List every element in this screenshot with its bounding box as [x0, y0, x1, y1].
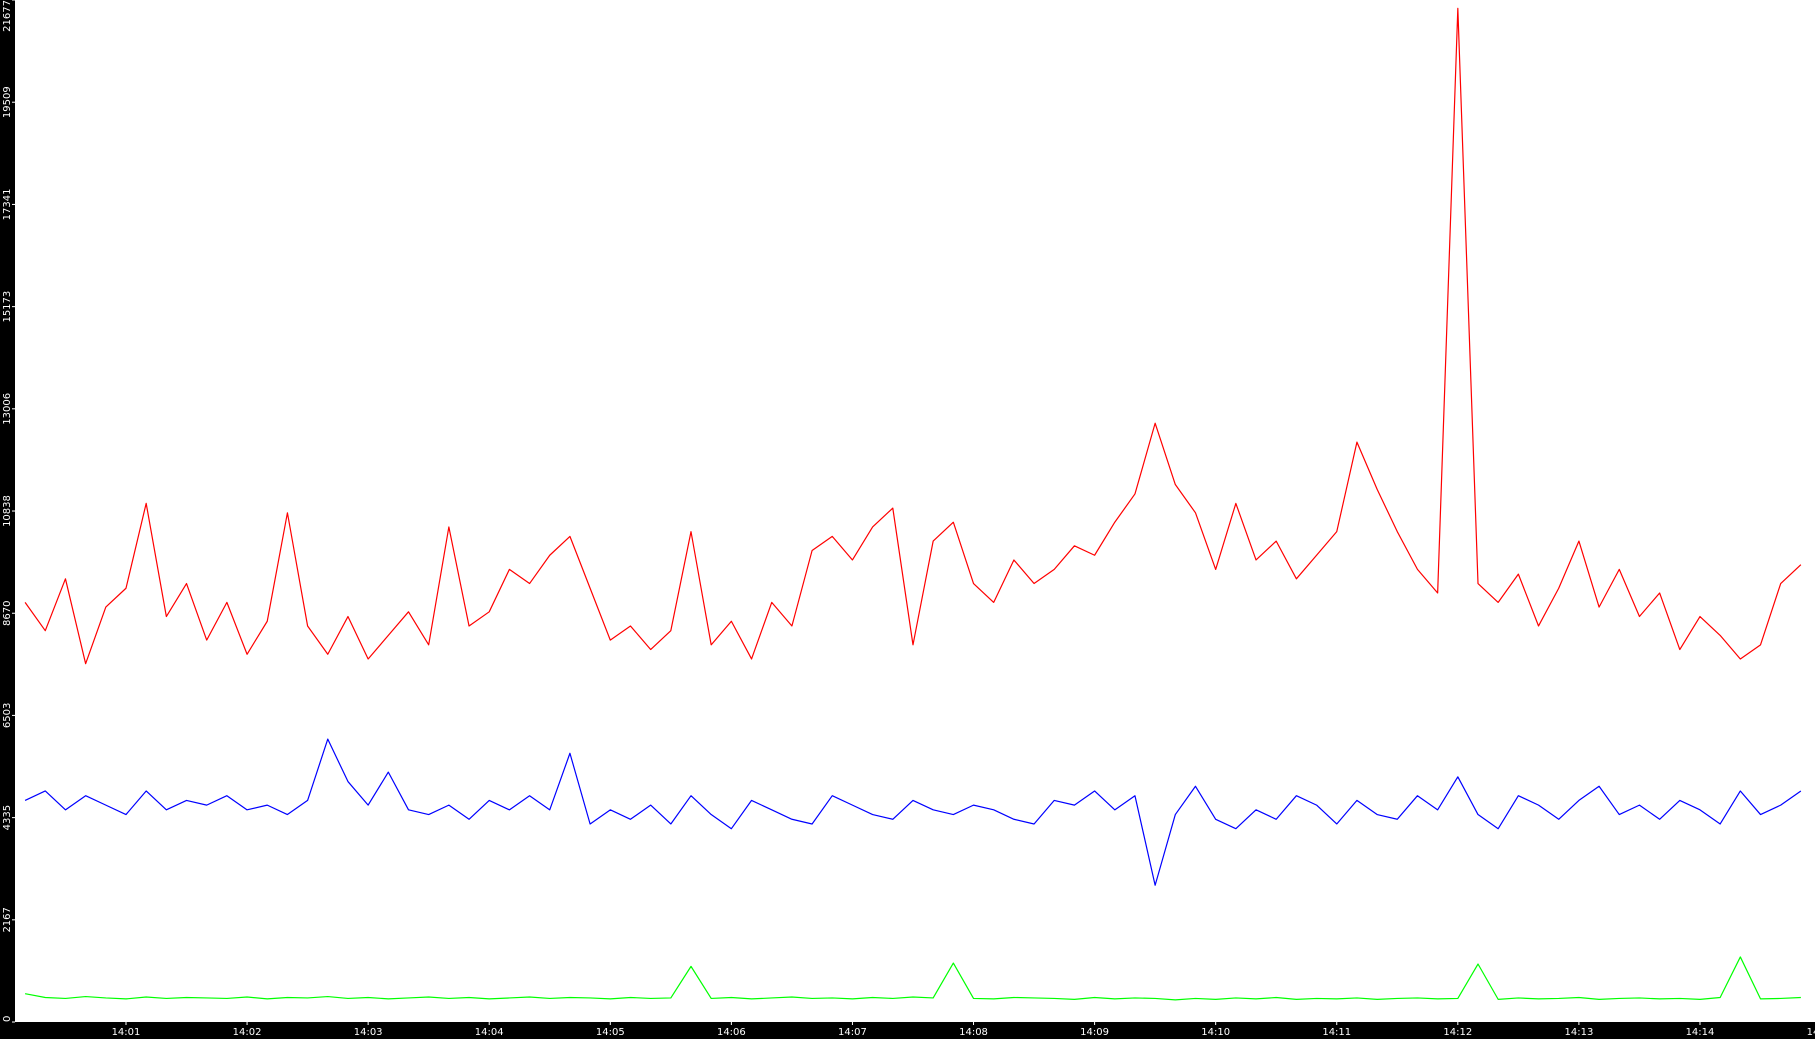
y-tick-label: 13006 [2, 393, 13, 425]
y-axis-strip [0, 0, 15, 1039]
y-tick-label: 8670 [2, 601, 13, 626]
y-tick-label: 0 [2, 1016, 13, 1022]
y-tick-label: 10838 [2, 495, 13, 527]
y-tick-label: 6503 [2, 703, 13, 728]
series-line [24, 738, 1802, 886]
y-tick-label: 17341 [2, 189, 13, 221]
x-tick-label: 14:01 [112, 1027, 141, 1038]
series-line [24, 956, 1801, 1001]
y-tick-label: 4335 [2, 805, 13, 830]
series-line [24, 7, 1802, 665]
y-tick-label: 15173 [2, 291, 13, 323]
y-tick-label: 21677 [2, 0, 13, 32]
y-tick-label: 2167 [2, 907, 13, 932]
x-axis-strip [0, 1022, 1815, 1039]
x-tick-label: 14:09 [1080, 1027, 1109, 1038]
x-tick-label: 14:14 [1686, 1027, 1715, 1038]
x-tick-label: 14:04 [475, 1027, 504, 1038]
x-tick-label: 14:07 [838, 1027, 867, 1038]
x-tick-label: 14:08 [959, 1027, 988, 1038]
x-tick-label: 14:10 [1201, 1027, 1230, 1038]
y-tick-label: 19509 [2, 86, 13, 118]
x-tick-label: 14:13 [1564, 1027, 1593, 1038]
x-tick-label: 14:02 [233, 1027, 262, 1038]
x-tick-label: 14:05 [596, 1027, 625, 1038]
x-tick-label: 14:15 [1807, 1027, 1815, 1038]
x-tick-label: 14:06 [717, 1027, 746, 1038]
x-tick-label: 14:12 [1443, 1027, 1472, 1038]
x-tick-label: 14:03 [354, 1027, 383, 1038]
x-tick-label: 14:11 [1322, 1027, 1351, 1038]
